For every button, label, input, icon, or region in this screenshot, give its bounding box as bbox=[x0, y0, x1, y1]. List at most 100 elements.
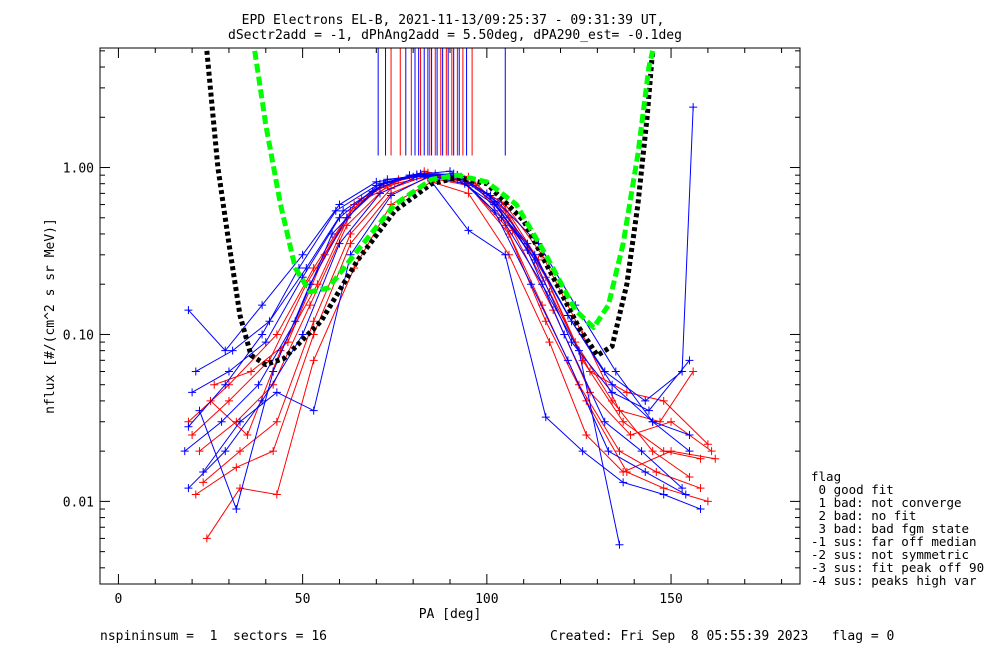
data-point-marker bbox=[527, 280, 536, 289]
x-axis-label: PA [deg] bbox=[419, 607, 482, 622]
series-line bbox=[184, 170, 683, 489]
data-point-marker bbox=[644, 406, 653, 415]
x-tick-label: 150 bbox=[659, 592, 682, 607]
data-point-marker bbox=[545, 338, 554, 347]
data-point-marker bbox=[578, 447, 587, 456]
x-tick-label: 0 bbox=[115, 592, 123, 607]
data-point-marker bbox=[269, 447, 278, 456]
data-point-marker bbox=[611, 367, 620, 376]
data-point-marker bbox=[641, 467, 650, 476]
data-point-marker bbox=[501, 250, 510, 259]
data-point-marker bbox=[228, 346, 237, 355]
data-point-marker bbox=[420, 171, 429, 180]
data-point-marker bbox=[350, 200, 359, 209]
data-point-marker bbox=[648, 447, 657, 456]
data-point-marker bbox=[224, 396, 233, 405]
x-tick-label: 50 bbox=[295, 592, 311, 607]
data-point-marker bbox=[309, 406, 318, 415]
data-point-marker bbox=[608, 380, 617, 389]
data-point-marker bbox=[221, 380, 230, 389]
data-point-marker bbox=[652, 467, 661, 476]
data-point-marker bbox=[191, 490, 200, 499]
data-point-marker bbox=[685, 430, 694, 439]
legend-item: 0 good fit bbox=[811, 482, 894, 497]
data-point-marker bbox=[678, 367, 687, 376]
plot-data-layer bbox=[180, 48, 720, 549]
data-point-marker bbox=[689, 103, 698, 112]
data-point-marker bbox=[335, 239, 344, 248]
data-point-marker bbox=[221, 346, 230, 355]
y-tick-label: 0.01 bbox=[63, 495, 94, 510]
data-point-marker bbox=[464, 226, 473, 235]
data-point-marker bbox=[272, 490, 281, 499]
data-point-marker bbox=[615, 447, 624, 456]
data-point-marker bbox=[195, 447, 204, 456]
data-point-marker bbox=[538, 280, 547, 289]
data-point-marker bbox=[619, 417, 628, 426]
data-point-marker bbox=[184, 422, 193, 431]
data-point-marker bbox=[641, 396, 650, 405]
legend-item: -2 sus: not symmetric bbox=[811, 547, 969, 562]
legend-item: -1 sus: far off median bbox=[811, 534, 977, 549]
series-line bbox=[188, 174, 687, 495]
data-point-marker bbox=[667, 447, 676, 456]
data-point-marker bbox=[306, 301, 314, 310]
data-point-marker bbox=[199, 478, 208, 487]
data-point-marker bbox=[236, 484, 244, 493]
data-point-marker bbox=[523, 239, 532, 248]
data-point-marker bbox=[626, 430, 635, 439]
footer-info-right: Created: Fri Sep 8 05:55:39 2023 flag = … bbox=[550, 629, 894, 644]
data-point-marker bbox=[335, 213, 344, 222]
data-point-marker bbox=[600, 417, 609, 426]
data-point-marker bbox=[346, 239, 355, 248]
data-point-marker bbox=[309, 317, 318, 326]
data-point-marker bbox=[696, 505, 705, 514]
axes-layer: 0 50 100 150 0.01 0.10 1.00 bbox=[63, 48, 800, 607]
data-point-marker bbox=[269, 367, 278, 376]
data-point-marker bbox=[191, 367, 200, 376]
data-point-marker bbox=[685, 356, 694, 365]
data-point-marker bbox=[309, 356, 318, 365]
data-point-marker bbox=[217, 417, 226, 426]
data-point-marker bbox=[604, 447, 613, 456]
data-point-marker bbox=[387, 191, 396, 200]
data-point-marker bbox=[272, 388, 281, 397]
data-point-marker bbox=[272, 417, 281, 426]
data-point-marker bbox=[563, 356, 572, 365]
data-point-marker bbox=[210, 380, 219, 389]
data-point-marker bbox=[180, 447, 189, 456]
data-point-marker bbox=[608, 396, 617, 405]
data-point-marker bbox=[409, 172, 418, 181]
series-line bbox=[195, 177, 709, 502]
series-line bbox=[195, 173, 690, 436]
data-point-marker bbox=[184, 306, 193, 315]
data-point-marker bbox=[586, 367, 594, 376]
data-point-marker bbox=[615, 540, 624, 549]
legend-item: 1 bad: not converge bbox=[811, 495, 962, 510]
data-point-marker bbox=[582, 430, 591, 439]
data-point-marker bbox=[685, 472, 694, 481]
data-point-marker bbox=[188, 430, 197, 439]
data-point-marker bbox=[236, 417, 244, 426]
flag-legend: flag 0 good fit 1 bad: not converge 2 ba… bbox=[811, 469, 984, 588]
data-point-marker bbox=[563, 311, 572, 320]
data-point-marker bbox=[184, 484, 193, 493]
data-point-marker bbox=[376, 189, 384, 198]
data-point-marker bbox=[681, 490, 690, 499]
series-line bbox=[191, 173, 690, 412]
data-point-marker bbox=[254, 380, 263, 389]
data-point-marker bbox=[541, 413, 550, 422]
data-point-marker bbox=[659, 490, 668, 499]
fit-curve-black bbox=[204, 50, 656, 368]
data-point-marker bbox=[243, 430, 252, 439]
data-point-marker bbox=[247, 367, 256, 376]
data-point-marker bbox=[313, 280, 322, 289]
data-point-marker bbox=[272, 330, 281, 339]
chart-title: EPD Electrons EL-B, 2021-11-13/09:25:37 … bbox=[242, 13, 665, 28]
legend-item: -3 sus: fit peak off 90 bbox=[811, 560, 984, 575]
data-point-marker bbox=[486, 191, 495, 200]
legend-item: -4 sus: peaks high var bbox=[811, 573, 977, 588]
y-axis-label: nflux [#/(cm^2 s sr MeV)] bbox=[43, 218, 58, 414]
series-line bbox=[206, 181, 716, 539]
